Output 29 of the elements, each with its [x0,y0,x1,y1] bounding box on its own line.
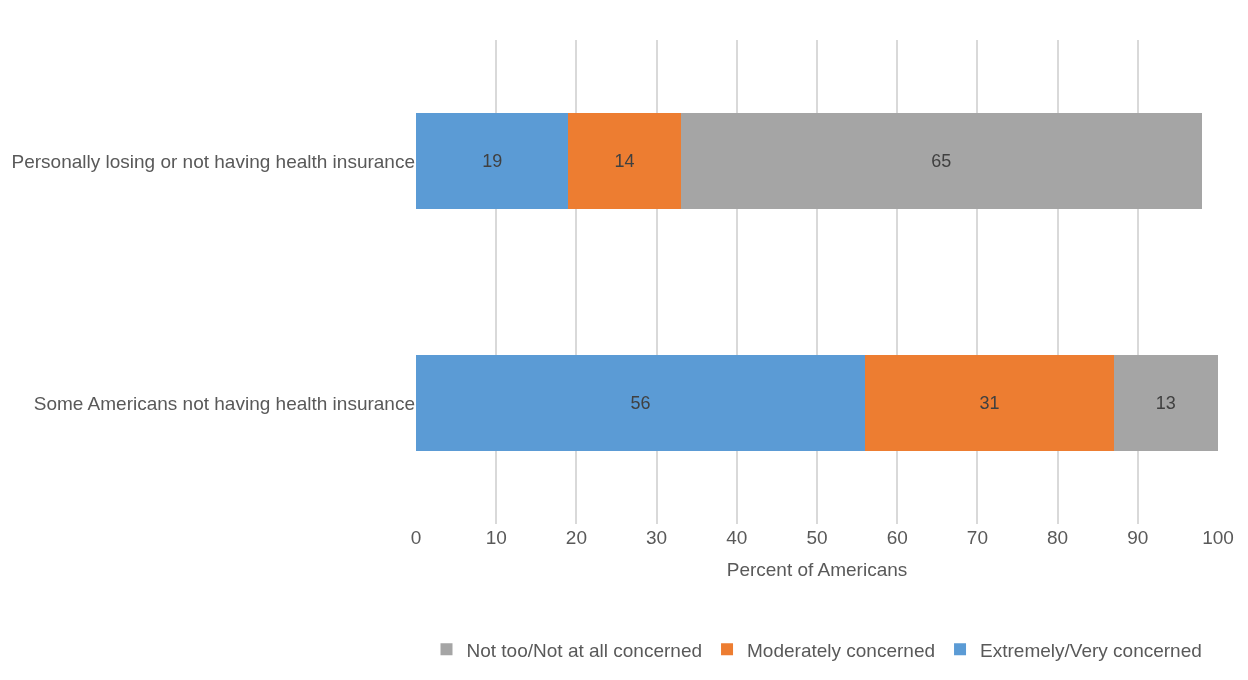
legend-label: Extremely/Very concerned [980,639,1202,661]
x-tick-label: 10 [485,527,507,548]
x-tick-label: 100 [1202,527,1234,548]
y-tick-label: Personally losing or not having health insurance [11,150,415,172]
legend-label: Not too/Not at all concerned [466,639,703,661]
bar [680,112,1202,210]
y-tick-label: Some Americans not having health insurance [33,392,415,414]
legend-label: Moderately concerned [747,639,936,661]
x-tick-label: 90 [1127,527,1149,548]
x-axis-title: Percent of Americans [726,558,908,580]
bar [1113,354,1218,452]
x-tick-label: 80 [1047,527,1069,548]
bar [416,112,569,210]
data-label: 56 [630,393,651,413]
data-label: 31 [979,393,1000,413]
data-label: 65 [931,151,952,171]
bar [416,354,866,452]
data-label: 14 [614,151,635,171]
bar [568,112,681,210]
x-tick-label: 0 [410,527,422,548]
x-tick-label: 40 [726,527,748,548]
x-tick-label: 30 [646,527,668,548]
x-tick-label: 50 [806,527,828,548]
data-label: 19 [482,151,503,171]
bar [865,354,1114,452]
x-tick-label: 20 [565,527,587,548]
x-tick-label: 60 [886,527,908,548]
data-label: 13 [1155,393,1176,413]
x-tick-label: 70 [966,527,988,548]
